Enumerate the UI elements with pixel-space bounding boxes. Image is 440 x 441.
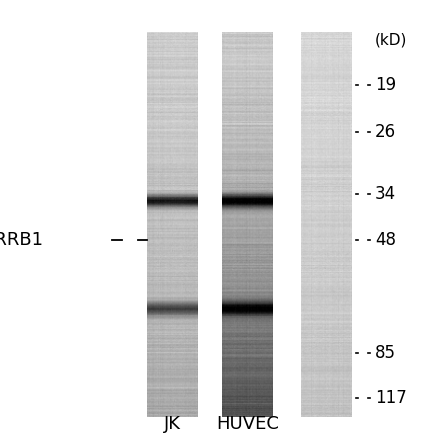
Text: JK: JK	[164, 415, 181, 433]
Text: 26: 26	[375, 123, 396, 141]
Text: (kD): (kD)	[375, 32, 407, 47]
Text: 34: 34	[375, 185, 396, 203]
Text: 48: 48	[375, 232, 396, 249]
Text: 19: 19	[375, 76, 396, 93]
Text: 117: 117	[375, 389, 407, 407]
Text: HUVEC: HUVEC	[216, 415, 279, 433]
Text: ARRB1: ARRB1	[0, 232, 44, 249]
Text: 85: 85	[375, 344, 396, 362]
